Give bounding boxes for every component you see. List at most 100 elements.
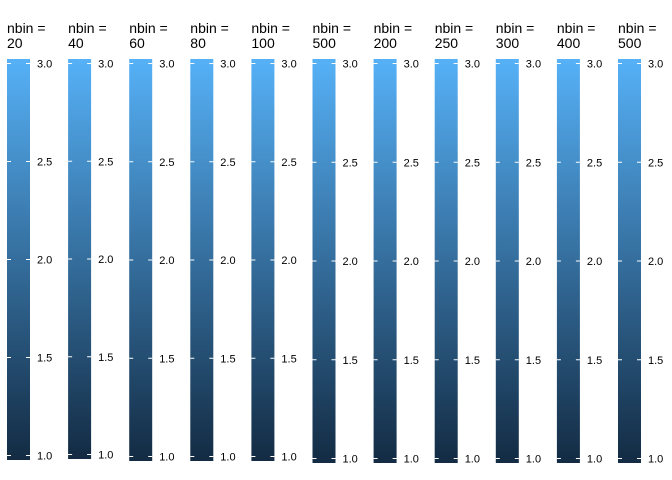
tick-label: 1.0 <box>220 452 235 464</box>
legend-title-line-1: nbin = <box>129 20 168 36</box>
tick-label: 1.5 <box>587 355 602 367</box>
tick-label: 1.0 <box>98 450 113 462</box>
tick-label: 1.0 <box>404 454 419 466</box>
tick-label: 2.0 <box>465 256 480 268</box>
legend-title-line-2: 80 <box>190 35 206 51</box>
tick-label: 2.0 <box>281 255 296 267</box>
tick-label: 3.0 <box>465 59 480 71</box>
legend-title-line-1: nbin = <box>313 20 352 36</box>
colorbar-gradient <box>7 59 30 460</box>
tick-label: 2.0 <box>220 255 235 267</box>
colorbar-gradient <box>556 59 580 463</box>
tick-label: 2.0 <box>98 254 113 266</box>
tick-label: 2.5 <box>98 156 113 168</box>
legend-title-line-2: 60 <box>129 35 145 51</box>
colorbar-legend: nbin =100 1.0 1.5 2.0 2.5 3.0 <box>251 20 297 464</box>
colorbar-gradient <box>68 59 92 459</box>
colorbar-legend: nbin =500 1.0 1.5 2.0 2.5 3.0 <box>312 20 358 466</box>
tick-label: 1.0 <box>587 454 602 466</box>
colorbar-legend: nbin =400 1.0 1.5 2.0 2.5 3.0 <box>556 20 602 466</box>
colorbar-legend: nbin =250 1.0 1.5 2.0 2.5 3.0 <box>434 20 480 466</box>
legend-title-line-2: 250 <box>435 35 459 51</box>
tick-label: 2.5 <box>465 157 480 169</box>
tick-label: 1.5 <box>159 353 174 365</box>
tick-label: 2.5 <box>404 157 419 169</box>
legend-title-line-2: 500 <box>618 35 642 51</box>
tick-label: 3.0 <box>526 59 541 71</box>
colorbar-gradient <box>373 59 397 463</box>
tick-label: 2.5 <box>648 157 663 169</box>
tick-label: 1.5 <box>526 355 541 367</box>
legend-title-line-1: nbin = <box>7 20 46 36</box>
legend-title-line-2: 100 <box>251 35 275 51</box>
tick-label: 1.5 <box>281 353 296 365</box>
colorbar-legend: nbin =200 1.0 1.5 2.0 2.5 3.0 <box>373 20 419 466</box>
tick-label: 1.0 <box>281 452 296 464</box>
legend-title-line-1: nbin = <box>557 20 596 36</box>
colorbar-legend: nbin =300 1.0 1.5 2.0 2.5 3.0 <box>495 20 541 466</box>
colorbar-legend: nbin =40 1.0 1.5 2.0 2.5 3.0 <box>68 20 113 462</box>
tick-label: 2.5 <box>526 157 541 169</box>
legend-title-line-1: nbin = <box>496 20 535 36</box>
tick-label: 2.5 <box>159 157 174 169</box>
colorbar-legend: nbin =500 1.0 1.5 2.0 2.5 3.0 <box>618 20 663 466</box>
tick-label: 2.0 <box>648 256 663 268</box>
legend-title-line-2: 300 <box>496 35 520 51</box>
colorbar-gradient <box>251 59 275 461</box>
colorbar-legend: nbin =20 1.0 1.5 2.0 2.5 3.0 <box>7 20 52 463</box>
tick-label: 1.5 <box>648 355 663 367</box>
tick-label: 3.0 <box>281 59 296 71</box>
tick-label: 3.0 <box>98 59 113 71</box>
tick-label: 2.5 <box>220 157 235 169</box>
tick-label: 1.5 <box>404 355 419 367</box>
tick-label: 3.0 <box>404 59 419 71</box>
legend-title-line-2: 400 <box>557 35 581 51</box>
legend-title-line-2: 200 <box>374 35 398 51</box>
tick-label: 2.5 <box>343 157 358 169</box>
colorbar-gradient <box>495 59 519 463</box>
legend-title-line-1: nbin = <box>374 20 413 36</box>
legend-title-line-1: nbin = <box>618 20 657 36</box>
colorbar-gradient <box>434 59 458 463</box>
colorbar-legend: nbin =80 1.0 1.5 2.0 2.5 3.0 <box>190 20 236 464</box>
tick-label: 2.0 <box>404 256 419 268</box>
tick-label: 1.0 <box>648 454 663 466</box>
tick-label: 2.0 <box>159 255 174 267</box>
tick-label: 1.0 <box>159 452 174 464</box>
tick-label: 3.0 <box>159 59 174 71</box>
tick-label: 3.0 <box>37 59 52 71</box>
colorbar-gradient <box>312 59 336 463</box>
tick-label: 1.0 <box>37 451 52 463</box>
colorbar-legend: nbin =60 1.0 1.5 2.0 2.5 3.0 <box>129 20 174 464</box>
colorbar-gradient <box>129 59 153 461</box>
legend-title-line-2: 40 <box>68 35 84 51</box>
tick-label: 1.5 <box>98 352 113 364</box>
tick-label: 2.5 <box>281 157 296 169</box>
tick-label: 2.5 <box>37 157 52 169</box>
tick-label: 2.0 <box>37 255 52 267</box>
tick-label: 1.0 <box>343 454 358 466</box>
legend-title-line-1: nbin = <box>251 20 290 36</box>
tick-label: 1.5 <box>465 355 480 367</box>
colorbar-gradient <box>618 59 641 463</box>
tick-label: 2.0 <box>587 256 602 268</box>
tick-label: 1.0 <box>465 454 480 466</box>
tick-label: 3.0 <box>648 59 663 71</box>
tick-label: 1.5 <box>343 355 358 367</box>
tick-label: 3.0 <box>220 59 235 71</box>
tick-label: 1.0 <box>526 454 541 466</box>
tick-label: 2.5 <box>587 157 602 169</box>
colorbar-gradient <box>190 59 214 461</box>
legend-title-line-2: 500 <box>313 35 337 51</box>
tick-label: 3.0 <box>343 59 358 71</box>
tick-label: 2.0 <box>343 256 358 268</box>
legend-title-line-1: nbin = <box>435 20 474 36</box>
legend-title-line-1: nbin = <box>190 20 229 36</box>
legend-title-line-1: nbin = <box>68 20 107 36</box>
tick-label: 2.0 <box>526 256 541 268</box>
tick-label: 1.5 <box>37 353 52 365</box>
legend-title-line-2: 20 <box>7 35 23 51</box>
tick-label: 1.5 <box>220 353 235 365</box>
